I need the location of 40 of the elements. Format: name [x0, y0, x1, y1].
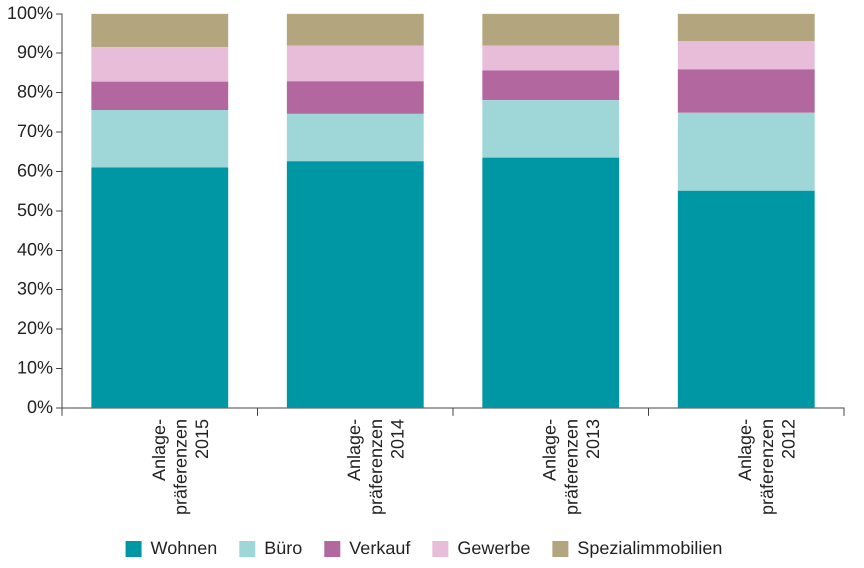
bar	[91, 168, 228, 408]
bar	[678, 40, 815, 70]
bar	[482, 14, 620, 46]
bar	[286, 114, 424, 162]
y-tick-label: 80%	[17, 82, 54, 102]
legend-label: Gewerbe	[457, 538, 530, 558]
bar	[286, 46, 424, 82]
bar	[678, 190, 815, 408]
bar	[678, 14, 815, 41]
bar	[482, 158, 620, 408]
bar	[482, 46, 620, 71]
legend-label: Büro	[264, 538, 302, 558]
legend-label: Wohnen	[150, 538, 218, 558]
x-tick-label: Anlage- präferenzen 2012	[735, 418, 798, 516]
bar	[482, 100, 620, 158]
bar	[91, 110, 228, 168]
y-tick-label: 100%	[6, 2, 54, 23]
bar	[482, 70, 620, 100]
y-tick-label: 0%	[27, 396, 54, 417]
y-tick-label: 60%	[17, 160, 54, 180]
bar	[678, 112, 815, 191]
legend-label: Verkauf	[349, 538, 412, 558]
x-tick-label: Anlage- präferenzen 2014	[344, 418, 408, 516]
bar	[91, 14, 228, 48]
bar	[286, 14, 424, 46]
bar	[286, 161, 424, 408]
bar	[678, 69, 815, 113]
bar	[91, 47, 228, 82]
bar	[91, 82, 228, 110]
y-tick-label: 90%	[17, 42, 54, 62]
x-tick-label: Anlage- präferenzen 2015	[148, 418, 212, 516]
legend-label: Spezialimmobilien	[577, 538, 722, 558]
y-tick-label: 30%	[17, 278, 54, 299]
x-tick-label: Anlage- präferenzen 2013	[540, 418, 603, 516]
y-tick-label: 20%	[17, 318, 54, 338]
bar	[286, 81, 424, 114]
y-tick-label: 50%	[17, 200, 54, 220]
y-tick-label: 70%	[17, 121, 54, 142]
y-tick-label: 10%	[17, 357, 54, 378]
y-tick-label: 40%	[17, 239, 54, 260]
